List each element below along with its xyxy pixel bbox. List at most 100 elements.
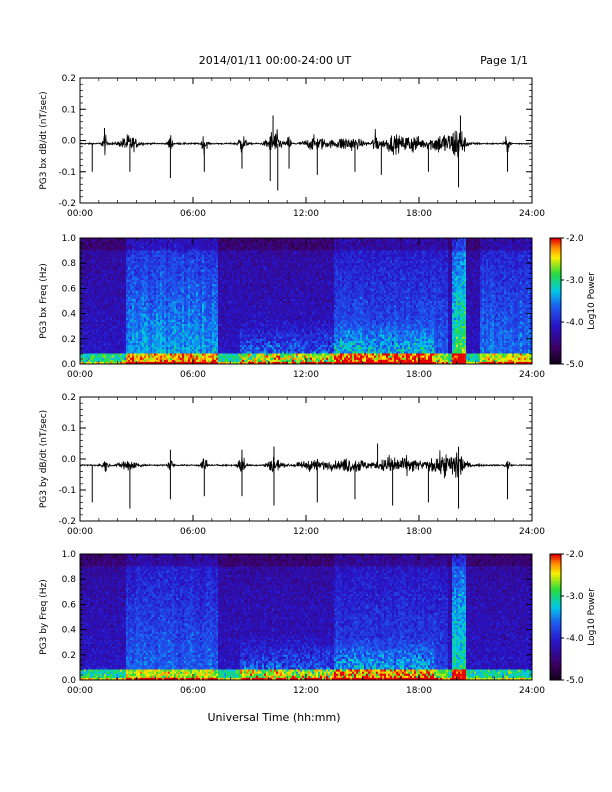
heatmap-cell [214, 274, 216, 276]
heatmap-cell [206, 349, 208, 351]
heatmap-cell [182, 320, 184, 322]
heatmap-cell [166, 322, 168, 324]
heatmap-cell [200, 305, 202, 307]
heatmap-cell [180, 339, 182, 341]
heatmap-cell [190, 297, 192, 299]
heatmap-cell [112, 351, 114, 353]
heatmap-cell [162, 312, 164, 314]
heatmap-cell [94, 305, 96, 307]
heatmap-cell [182, 270, 184, 272]
heatmap-cell [182, 309, 184, 311]
heatmap-cell [176, 286, 178, 288]
heatmap-cell [170, 339, 172, 341]
heatmap-cell [150, 337, 152, 339]
heatmap-cell [230, 320, 232, 322]
heatmap-cell [164, 358, 166, 360]
heatmap-cell [156, 301, 158, 303]
heatmap-cell [116, 335, 118, 337]
heatmap-cell [84, 276, 86, 278]
heatmap-cell [188, 284, 190, 286]
heatmap-cell [210, 341, 212, 343]
heatmap-cell [118, 272, 120, 274]
heatmap-cell [102, 274, 104, 276]
heatmap-cell [204, 253, 206, 255]
heatmap-cell [124, 349, 126, 351]
heatmap-cell [216, 309, 218, 311]
heatmap-cell [122, 278, 124, 280]
heatmap-cell [226, 305, 228, 307]
heatmap-cell [196, 263, 198, 265]
heatmap-cell [172, 345, 174, 347]
heatmap-cell [146, 358, 148, 360]
heatmap-cell [208, 347, 210, 349]
heatmap-cell [152, 282, 154, 284]
heatmap-cell [140, 276, 142, 278]
heatmap-cell [202, 320, 204, 322]
heatmap-cell [230, 307, 232, 309]
heatmap-cell [206, 293, 208, 295]
heatmap-cell [148, 335, 150, 337]
heatmap-cell [208, 345, 210, 347]
heatmap-cell [142, 267, 144, 269]
heatmap-cell [218, 288, 220, 290]
heatmap-cell [154, 320, 156, 322]
heatmap-cell [230, 356, 232, 358]
heatmap-cell [150, 305, 152, 307]
heatmap-cell [88, 259, 90, 261]
heatmap-cell [184, 320, 186, 322]
heatmap-cell [236, 328, 238, 330]
heatmap-cell [142, 324, 144, 326]
heatmap-cell [102, 312, 104, 314]
heatmap-cell [204, 270, 206, 272]
heatmap-cell [130, 330, 132, 332]
heatmap-cell [202, 288, 204, 290]
heatmap-cell [184, 345, 186, 347]
heatmap-cell [224, 274, 226, 276]
heatmap-cell [94, 333, 96, 335]
heatmap-cell [158, 303, 160, 305]
heatmap-cell [134, 280, 136, 282]
heatmap-cell [228, 351, 230, 353]
heatmap-cell [230, 265, 232, 267]
heatmap-cell [146, 240, 148, 242]
heatmap-cell [234, 257, 236, 259]
heatmap-cell [98, 328, 100, 330]
heatmap-cell [126, 330, 128, 332]
heatmap-cell [106, 255, 108, 257]
heatmap-cell [138, 301, 140, 303]
heatmap-cell [130, 341, 132, 343]
heatmap-cell [182, 303, 184, 305]
heatmap-cell [156, 284, 158, 286]
heatmap-cell [166, 261, 168, 263]
heatmap-cell [178, 337, 180, 339]
heatmap-cell [212, 253, 214, 255]
heatmap-cell [188, 312, 190, 314]
heatmap-cell [214, 318, 216, 320]
heatmap-cell [234, 301, 236, 303]
heatmap-cell [86, 278, 88, 280]
heatmap-cell [88, 249, 90, 251]
heatmap-cell [164, 293, 166, 295]
heatmap-cell [142, 284, 144, 286]
heatmap-cell [132, 288, 134, 290]
heatmap-cell [126, 343, 128, 345]
heatmap-cell [152, 257, 154, 259]
heatmap-cell [150, 318, 152, 320]
heatmap-cell [214, 242, 216, 244]
heatmap-cell [124, 299, 126, 301]
heatmap-cell [146, 322, 148, 324]
heatmap-cell [84, 253, 86, 255]
heatmap-cell [196, 339, 198, 341]
heatmap-cell [154, 251, 156, 253]
heatmap-cell [232, 284, 234, 286]
heatmap-cell [210, 337, 212, 339]
heatmap-cell [140, 251, 142, 253]
heatmap-cell [92, 324, 94, 326]
heatmap-cell [92, 301, 94, 303]
heatmap-cell [86, 265, 88, 267]
heatmap-cell [102, 267, 104, 269]
heatmap-cell [140, 307, 142, 309]
heatmap-cell [180, 303, 182, 305]
heatmap-cell [142, 278, 144, 280]
heatmap-cell [118, 280, 120, 282]
